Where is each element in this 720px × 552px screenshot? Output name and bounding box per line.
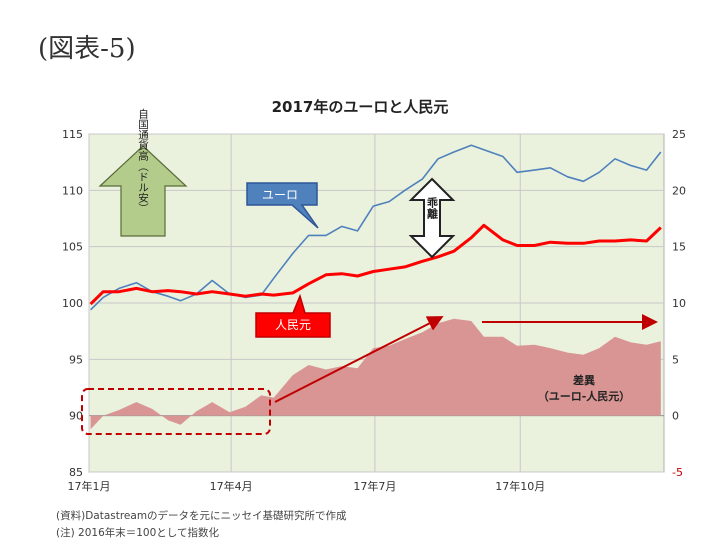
y-left-tick-label: 105 — [62, 241, 83, 254]
y-left-tick-label: 115 — [62, 128, 83, 141]
y-right-tick-label: 20 — [672, 184, 686, 197]
euro-callout: ユーロ — [246, 182, 319, 229]
x-tick-label: 17年4月 — [210, 479, 253, 493]
y-right-tick-label: 15 — [672, 241, 686, 254]
diff-label: 差異 — [573, 373, 595, 387]
diff-sublabel: （ユーロ-人民元） — [538, 389, 631, 403]
divergence-text: 乖離 — [426, 196, 439, 220]
euro-callout-text: ユーロ — [262, 188, 298, 202]
footnote-source: (資料)Datastreamのデータを元にニッセイ基礎研究所で作成 — [56, 510, 347, 522]
rmb-line — [89, 223, 662, 306]
footnote-note: (注) 2016年末＝100として指数化 — [56, 527, 219, 539]
y-left-tick-label: 95 — [69, 353, 83, 366]
diff-area — [90, 318, 661, 430]
y-left-tick-label: 85 — [69, 466, 83, 479]
diff-area-series — [90, 318, 661, 430]
euro-line — [90, 144, 662, 311]
up-arrow-icon — [98, 145, 188, 237]
up-arrow-text: 自国通貨高（ドル安） — [137, 108, 149, 214]
x-tick-label: 17年1月 — [68, 479, 111, 493]
divergence-callout: 乖離 — [408, 177, 456, 259]
figure-label: (図表-5) — [38, 34, 136, 64]
x-tick-label: 17年7月 — [353, 479, 396, 493]
y-right-tick-label: 5 — [672, 353, 679, 366]
y-right-tick-label: 10 — [672, 297, 686, 310]
axes: 85 90 95 100 105 110 115 -5 0 5 10 15 20 25 17年1月 17年4月… — [62, 128, 686, 493]
y-left-tick-label: 90 — [69, 410, 83, 423]
y-right-tick-label: 0 — [672, 410, 679, 423]
rmb-callout-text: 人民元 — [275, 318, 311, 332]
trend-arrow-up — [274, 316, 444, 403]
y-right-tick-label: -5 — [672, 466, 683, 479]
line-series — [89, 144, 662, 311]
dashed-highlight-box — [81, 388, 271, 435]
rmb-callout: 人民元 — [255, 293, 331, 338]
footnotes: (資料)Datastreamのデータを元にニッセイ基礎研究所で作成 (注) 20… — [56, 508, 347, 542]
chart-title: 2017年のユーロと人民元 — [271, 98, 449, 116]
y-left-tick-label: 110 — [62, 184, 83, 197]
double-arrow-icon — [408, 177, 456, 259]
y-left-tick-label: 100 — [62, 297, 83, 310]
y-right-tick-label: 25 — [672, 128, 686, 141]
x-tick-label: 17年10月 — [495, 479, 545, 493]
up-arrow-callout: 自国通貨高（ドル安） — [98, 108, 188, 237]
